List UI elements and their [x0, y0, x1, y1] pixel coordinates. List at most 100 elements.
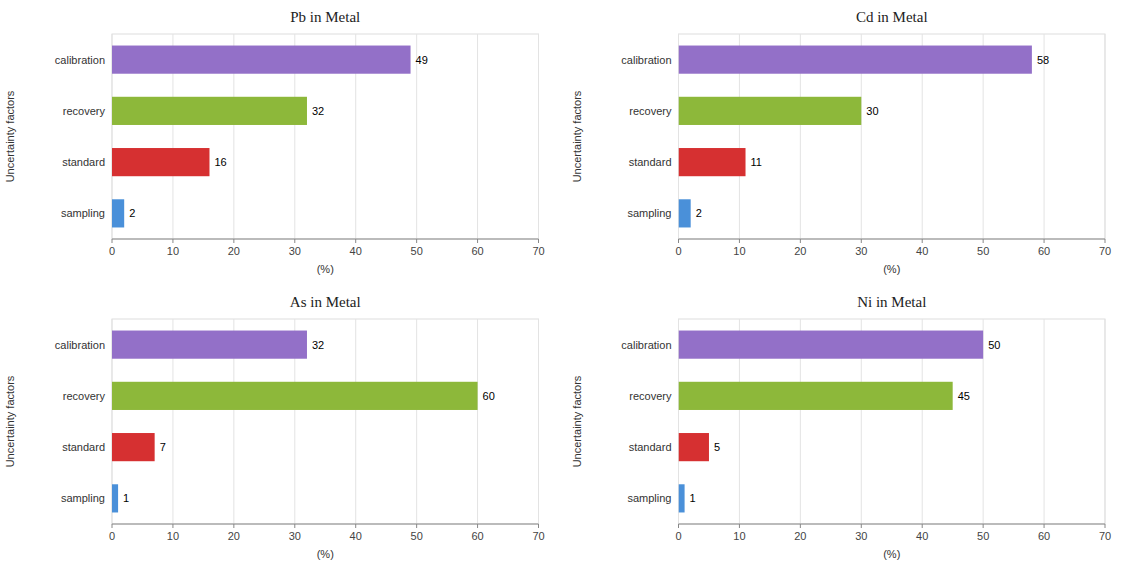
tick-label: 70: [1099, 245, 1111, 257]
category-label: calibration: [621, 54, 671, 66]
tick: [922, 524, 923, 528]
category-label: sampling: [61, 492, 105, 504]
data-labels: 5830112: [696, 54, 1049, 220]
category-label: calibration: [55, 339, 105, 351]
data-label: 2: [129, 207, 135, 219]
category-label: recovery: [629, 105, 672, 117]
tick: [1105, 524, 1106, 528]
data-label: 45: [958, 390, 970, 402]
category-label: standard: [629, 441, 672, 453]
x-axis-label: (%): [317, 263, 334, 275]
tick: [112, 524, 113, 528]
bars: [112, 331, 478, 513]
bar: [112, 382, 478, 410]
tick: [1105, 239, 1106, 243]
tick: [477, 239, 478, 243]
tick-label: 10: [733, 530, 745, 542]
tick-label: 50: [977, 245, 989, 257]
tick: [861, 239, 862, 243]
data-label: 60: [483, 390, 495, 402]
bar: [679, 148, 746, 176]
bar: [679, 199, 691, 227]
tick: [416, 239, 417, 243]
data-label: 49: [416, 54, 428, 66]
category-label: sampling: [627, 207, 671, 219]
title: Cd in Metal: [856, 9, 928, 25]
title: As in Metal: [290, 294, 361, 310]
category-label: calibration: [621, 339, 671, 351]
data-label: 7: [160, 441, 166, 453]
bar: [112, 46, 411, 74]
bar: [679, 382, 953, 410]
tick: [294, 524, 295, 528]
tick-label: 70: [532, 530, 544, 542]
tick: [172, 239, 173, 243]
bar: [679, 331, 984, 359]
data-label: 5: [714, 441, 720, 453]
data-label: 1: [690, 492, 696, 504]
tick: [800, 239, 801, 243]
tick-label: 0: [109, 245, 115, 257]
tick-label: 30: [289, 530, 301, 542]
bars: [112, 46, 411, 228]
tick-label: 60: [471, 530, 483, 542]
tick: [538, 239, 539, 243]
grid-line: [355, 319, 356, 524]
tick-label: 0: [675, 530, 681, 542]
tick: [800, 524, 801, 528]
tick-label: 0: [675, 245, 681, 257]
tick-label: 50: [977, 530, 989, 542]
tick: [1044, 524, 1045, 528]
tick-label: 20: [794, 245, 806, 257]
tick: [233, 524, 234, 528]
category-label: sampling: [61, 207, 105, 219]
tick: [678, 239, 679, 243]
x-axis-label: (%): [883, 548, 900, 560]
tick-label: 40: [916, 245, 928, 257]
grid-line: [416, 319, 417, 524]
tick-label: 0: [109, 530, 115, 542]
x-axis-label: (%): [883, 263, 900, 275]
bar: [112, 331, 307, 359]
tick: [922, 239, 923, 243]
tick-label: 50: [411, 245, 423, 257]
tick: [739, 524, 740, 528]
category-label: recovery: [63, 105, 106, 117]
grid-line: [538, 34, 539, 239]
grid-line: [1105, 34, 1106, 239]
tick-label: 50: [411, 530, 423, 542]
data-label: 30: [866, 105, 878, 117]
tick: [983, 239, 984, 243]
data-label: 32: [312, 105, 324, 117]
bar: [112, 433, 155, 461]
tick: [1044, 239, 1045, 243]
plot-area: [112, 34, 539, 239]
grid-line: [477, 34, 478, 239]
bar: [679, 46, 1032, 74]
data-label: 11: [751, 156, 762, 168]
tick-label: 20: [794, 530, 806, 542]
tick-label: 40: [916, 530, 928, 542]
category-label: calibration: [55, 54, 105, 66]
data-label: 2: [696, 207, 702, 219]
tick: [477, 524, 478, 528]
panel: Ni in Metal010203040506070504551calibrat…: [571, 294, 1112, 560]
tick: [861, 524, 862, 528]
y-axis-label: Uncertainty factors: [4, 90, 16, 182]
bar: [112, 484, 118, 512]
tick: [233, 239, 234, 243]
tick: [538, 524, 539, 528]
tick-label: 30: [855, 530, 867, 542]
bars: [679, 46, 1032, 228]
tick-label: 30: [289, 245, 301, 257]
title: Ni in Metal: [857, 294, 926, 310]
data-label: 1: [123, 492, 129, 504]
tick: [678, 524, 679, 528]
tick: [355, 239, 356, 243]
grid-line: [1105, 319, 1106, 524]
tick: [983, 524, 984, 528]
plot-area: [112, 319, 539, 524]
tick-label: 60: [1038, 245, 1050, 257]
tick-label: 10: [733, 245, 745, 257]
grid-line: [477, 319, 478, 524]
